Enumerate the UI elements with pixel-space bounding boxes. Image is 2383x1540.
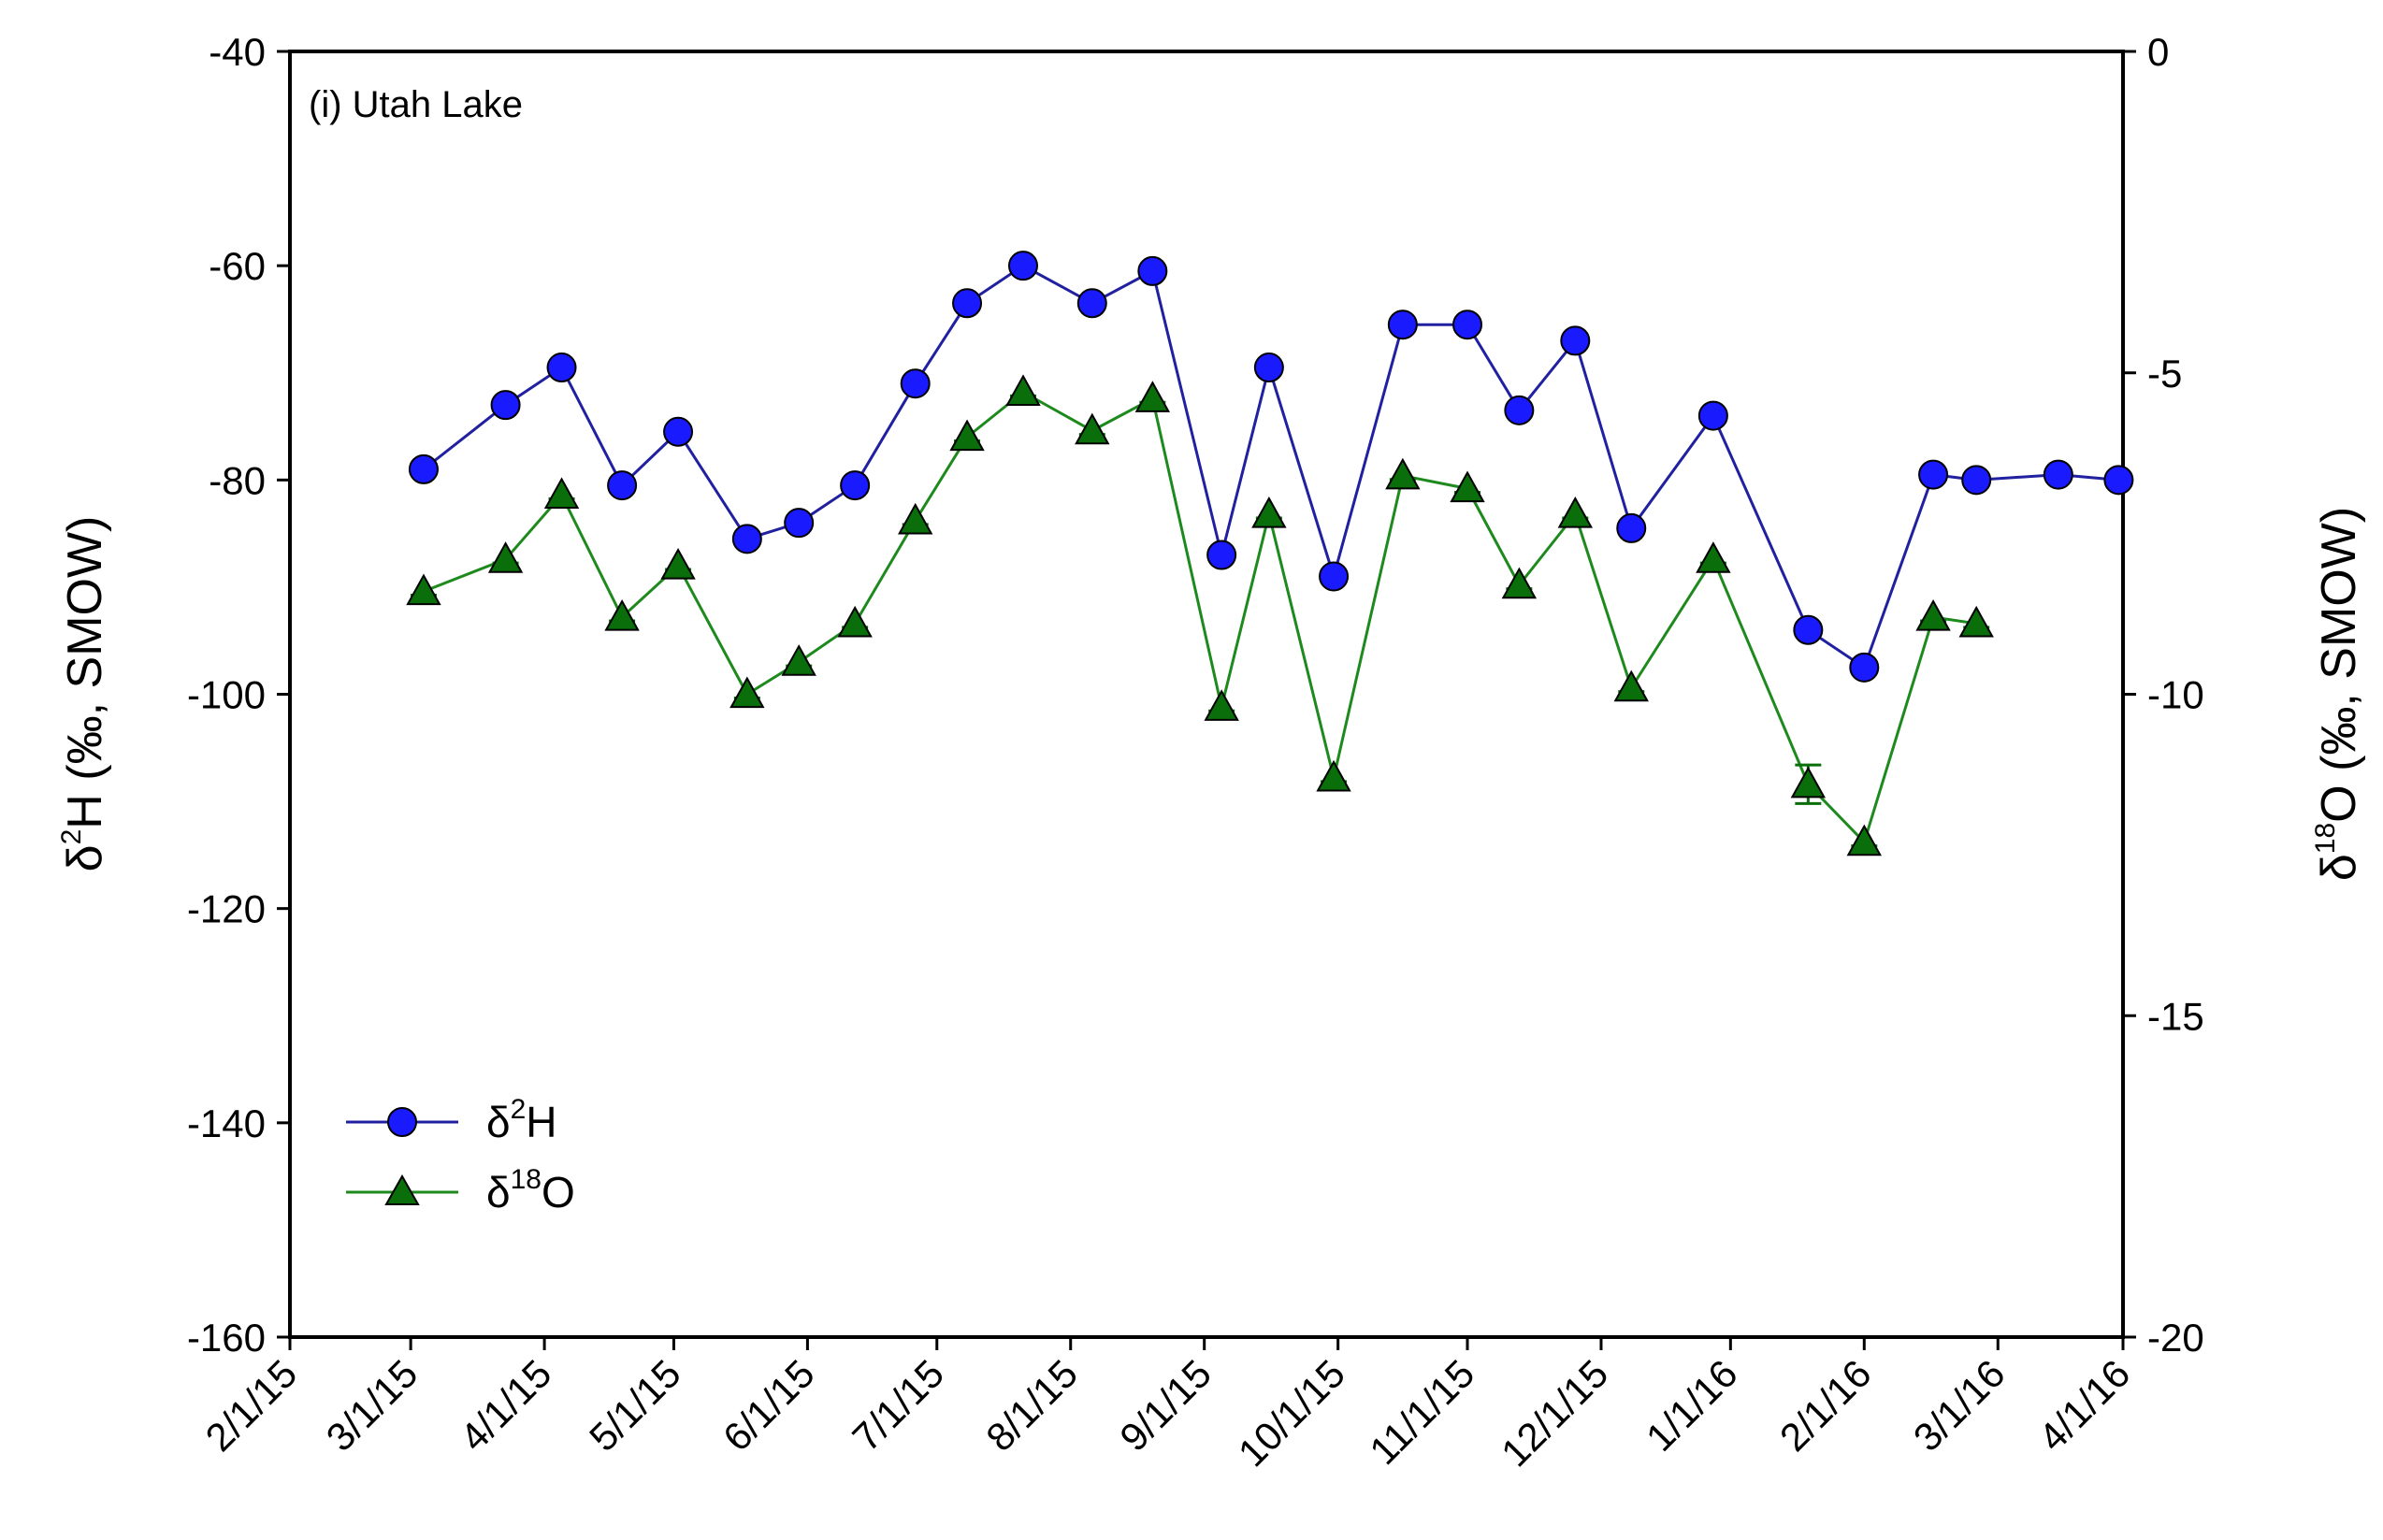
legend-label-d2h: δ2H	[486, 1094, 557, 1146]
d2h-data-point	[1697, 400, 1728, 431]
d2h-data-point	[1452, 309, 1483, 340]
plot-frame	[288, 50, 2125, 1339]
d18o-data-point	[1005, 374, 1041, 406]
d2h-data-point	[408, 453, 439, 484]
left-tick-label: -80	[209, 458, 266, 502]
right-tick-label: -20	[2147, 1316, 2204, 1360]
d2h-data-point	[490, 390, 521, 421]
d18o-data-point	[1251, 496, 1287, 528]
d18o-series-line	[423, 390, 1977, 845]
x-axis-ticks: 2/1/15 3/1/15 4/1/15 5/1/15 6/1/15 7/1/15 8/1/…	[197, 1337, 2139, 1475]
x-tick-label: 11/1/15	[1361, 1351, 1482, 1473]
left-tick-label: -120	[187, 887, 266, 931]
d18o-data-point	[1557, 496, 1594, 528]
d2h-data-point	[1253, 353, 1284, 383]
d18o-data-point	[406, 573, 441, 606]
panel-label: (i) Utah Lake	[309, 84, 523, 125]
d2h-data-point	[1616, 512, 1647, 543]
d2h-data-point	[1137, 255, 1168, 286]
x-tick-label: 10/1/15	[1230, 1351, 1353, 1475]
left-axis-title: δ2H (‰, SMOW)	[56, 516, 112, 872]
d2h-series-line	[423, 264, 2119, 670]
d2h-data-point	[546, 353, 577, 383]
x-tick-label: 3/1/15	[318, 1351, 426, 1460]
left-tick-label: -160	[187, 1316, 266, 1360]
x-tick-label: 4/1/15	[452, 1351, 560, 1460]
right-tick-label: -5	[2147, 352, 2182, 396]
d18o-data-point	[604, 598, 640, 631]
left-tick-label: -100	[187, 673, 266, 717]
x-tick-label: 1/1/16	[1638, 1351, 1746, 1460]
d2h-data-point	[1918, 459, 1949, 490]
d2h-data-point	[1961, 465, 1992, 496]
d2h-data-point	[1008, 251, 1038, 281]
left-tick-label: -40	[209, 30, 266, 74]
d18o-data-point	[781, 644, 816, 676]
x-tick-label: 2/1/16	[1771, 1351, 1880, 1460]
right-tick-label: -15	[2147, 994, 2204, 1038]
d2h-data-point	[1076, 288, 1107, 319]
x-tick-label: 3/1/16	[1905, 1351, 2014, 1460]
x-tick-label: 2/1/15	[197, 1351, 306, 1460]
legend: δ2H δ18O	[346, 1094, 575, 1216]
d18o-data-point	[543, 477, 580, 509]
d18o-data-point	[1501, 567, 1538, 599]
d18o-data-point	[487, 541, 524, 573]
right-tick-label: 0	[2147, 30, 2169, 74]
d18o-data-point	[729, 676, 765, 709]
legend-marker-d18o	[384, 1173, 420, 1205]
d2h-data-point	[1793, 614, 1824, 645]
d2h-data-point	[663, 416, 694, 447]
d18o-data-point	[1075, 412, 1110, 445]
d18o-data-point	[1915, 598, 1951, 631]
d18o-data-point	[1846, 824, 1882, 856]
d18o-data-point	[1613, 669, 1649, 702]
d18o-data-point	[837, 605, 873, 638]
d2h-data-point	[1387, 309, 1418, 340]
right-tick-label: -10	[2147, 673, 2204, 717]
d2h-data-point	[840, 470, 871, 501]
d18o-data-point	[1134, 381, 1171, 412]
legend-marker-d2h	[387, 1107, 417, 1137]
x-tick-label: 5/1/15	[581, 1351, 689, 1460]
left-tick-label: -140	[187, 1101, 266, 1145]
d18o-data-point	[1204, 689, 1239, 721]
x-tick-label: 12/1/15	[1493, 1351, 1616, 1475]
d18o-data-point	[660, 547, 696, 580]
d2h-data-point	[900, 368, 931, 399]
right-axis-ticks: -20 -15 -10 -5 0	[2123, 30, 2204, 1360]
d2h-data-point	[1504, 395, 1535, 425]
x-tick-label: 4/1/16	[2030, 1351, 2139, 1460]
left-tick-label: -60	[209, 244, 266, 288]
d2h-data-point	[1560, 325, 1591, 356]
d18o-data-point	[949, 419, 985, 452]
series-layer	[406, 251, 2134, 856]
x-tick-label: 7/1/15	[844, 1351, 952, 1460]
d18o-data-point	[1385, 457, 1421, 490]
d2h-data-point	[2103, 465, 2134, 496]
d18o-data-point	[1958, 605, 1994, 638]
d18o-data-point	[1316, 759, 1351, 792]
x-tick-label: 9/1/15	[1111, 1351, 1220, 1460]
d2h-data-point	[1849, 652, 1880, 683]
right-axis-title: δ18O (‰, SMOW)	[2310, 507, 2366, 881]
d18o-data-point	[898, 502, 933, 535]
x-tick-label: 6/1/15	[715, 1351, 823, 1460]
d2h-data-point	[2043, 459, 2073, 490]
x-tick-label: 8/1/15	[977, 1351, 1086, 1460]
d2h-data-point	[1206, 540, 1237, 570]
d18o-data-point	[1450, 470, 1485, 503]
left-axis-ticks: -160 -140 -120 -100 -80 -60 -40	[187, 30, 290, 1360]
legend-label-d18o: δ18O	[486, 1164, 575, 1216]
d2h-data-point	[1319, 561, 1350, 592]
d18o-data-point	[1696, 541, 1731, 573]
d18o-data-point	[1790, 766, 1827, 799]
d2h-data-point	[952, 288, 983, 319]
d2h-data-point	[731, 524, 762, 554]
d2h-data-point	[784, 508, 815, 539]
d2h-data-point	[607, 470, 638, 501]
